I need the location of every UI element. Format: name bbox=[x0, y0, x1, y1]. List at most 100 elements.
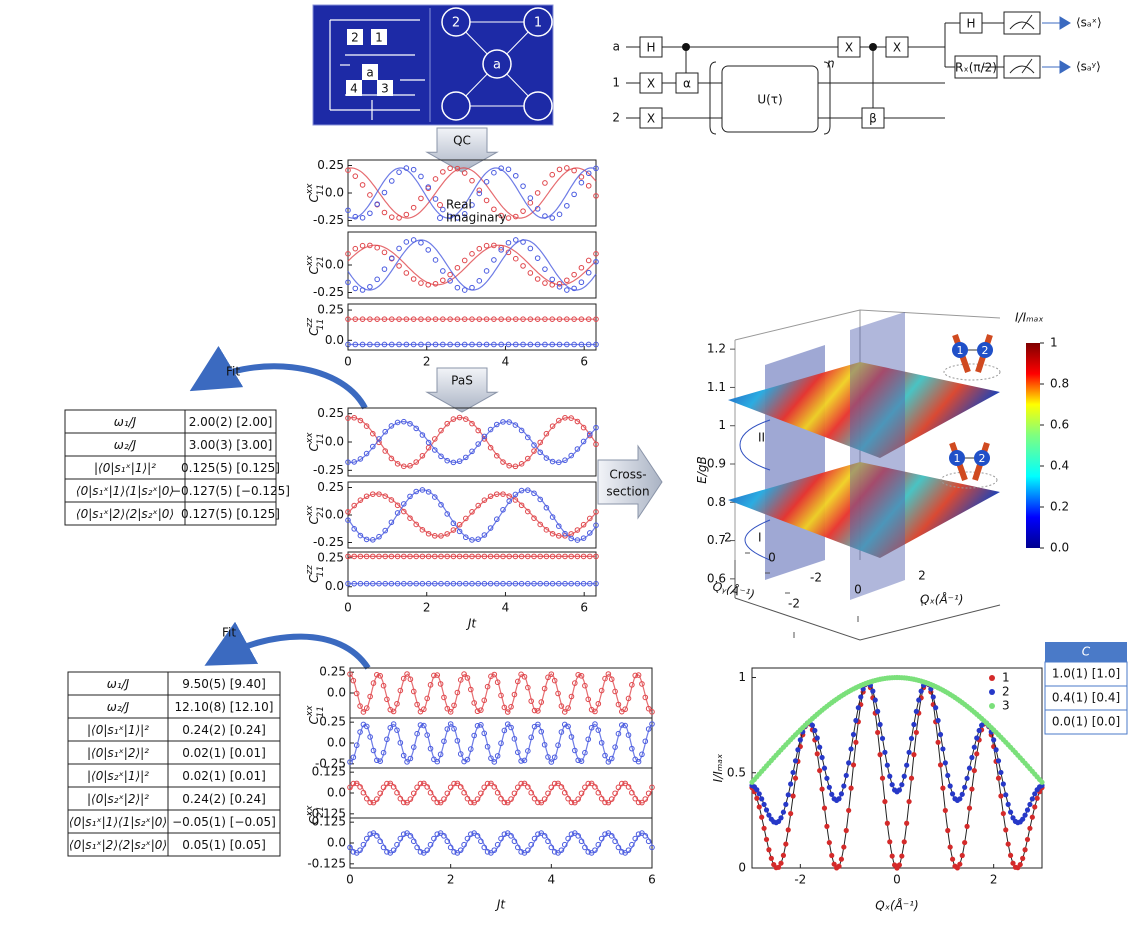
data-point bbox=[478, 838, 484, 845]
data-point bbox=[345, 517, 351, 523]
data-point bbox=[345, 167, 351, 173]
data-point bbox=[957, 861, 963, 867]
data-point bbox=[543, 527, 550, 533]
x-tick-label: 2 bbox=[990, 873, 998, 887]
y-tick-label: 0.0 bbox=[325, 579, 344, 593]
data-point bbox=[494, 580, 500, 587]
data-point bbox=[598, 835, 605, 842]
data-point bbox=[491, 847, 498, 853]
data-point bbox=[377, 838, 384, 845]
data-point bbox=[388, 341, 395, 348]
data-point bbox=[537, 449, 544, 456]
data-point bbox=[592, 721, 598, 727]
legend-marker bbox=[989, 675, 995, 681]
fit-curve bbox=[347, 167, 597, 219]
data-point bbox=[481, 784, 488, 791]
data-point bbox=[858, 694, 864, 700]
data-point bbox=[901, 839, 907, 845]
data-point bbox=[468, 831, 474, 837]
data-point bbox=[414, 701, 420, 708]
data-point bbox=[504, 799, 511, 806]
data-point bbox=[498, 795, 504, 802]
data-point bbox=[461, 316, 468, 322]
data-point bbox=[440, 316, 446, 322]
gate-x-label: X bbox=[647, 112, 655, 126]
axis-label-text: Cxx21 bbox=[305, 805, 326, 825]
data-point bbox=[578, 179, 585, 186]
data-point bbox=[940, 785, 946, 791]
data-point bbox=[444, 531, 451, 537]
data-point bbox=[884, 820, 890, 826]
data-point bbox=[543, 553, 550, 560]
data-point bbox=[872, 697, 878, 703]
data-point bbox=[461, 671, 467, 677]
y-tick-label: 0.0 bbox=[325, 435, 344, 449]
qubit-label: a bbox=[613, 40, 620, 54]
axis-label: Cxx21 bbox=[305, 505, 326, 525]
data-point bbox=[1017, 861, 1023, 868]
table-text: |⟨0|s₁ˣ|1⟩|² bbox=[87, 723, 149, 737]
data-point bbox=[475, 536, 482, 542]
data-point bbox=[469, 448, 475, 455]
data-point bbox=[494, 516, 500, 523]
data-point bbox=[407, 676, 414, 682]
data-point bbox=[388, 580, 395, 587]
gate-rx-label: Rₓ(π/2) bbox=[955, 61, 997, 75]
data-point bbox=[916, 697, 922, 703]
data-point bbox=[995, 775, 1002, 781]
data-point bbox=[376, 436, 382, 442]
data-point bbox=[508, 796, 514, 802]
data-point bbox=[565, 723, 571, 730]
spin-label: 2 bbox=[982, 344, 989, 357]
data-point bbox=[438, 453, 444, 460]
label-sup: zz bbox=[305, 318, 315, 329]
data-point bbox=[427, 682, 434, 688]
x-tick-label: 0 bbox=[344, 355, 352, 369]
data-point bbox=[580, 424, 587, 431]
data-point bbox=[488, 850, 494, 856]
data-point bbox=[469, 537, 475, 543]
data-point bbox=[457, 751, 464, 757]
data-point bbox=[1027, 801, 1033, 808]
data-point bbox=[568, 693, 575, 700]
data-point bbox=[754, 795, 760, 801]
data-point bbox=[380, 784, 387, 791]
colorbar-tick-label: 1 bbox=[1050, 336, 1058, 350]
data-point bbox=[632, 795, 639, 802]
node-label: 2 bbox=[452, 16, 460, 31]
data-point bbox=[836, 863, 842, 869]
data-point bbox=[593, 441, 599, 448]
legend-label: 3 bbox=[1002, 699, 1010, 713]
data-point bbox=[469, 284, 475, 291]
data-point bbox=[585, 269, 592, 276]
plot-frame bbox=[347, 303, 597, 351]
data-point bbox=[518, 849, 524, 855]
data-point bbox=[432, 280, 439, 287]
chip-panel bbox=[312, 4, 554, 126]
data-point bbox=[491, 671, 498, 678]
data-point bbox=[542, 341, 548, 348]
data-point bbox=[400, 831, 407, 837]
data-point bbox=[390, 847, 397, 853]
y-tick-label: 0.25 bbox=[319, 715, 346, 729]
data-point bbox=[1005, 801, 1011, 807]
label-sup: xx bbox=[305, 805, 315, 817]
output-arrow bbox=[1042, 60, 1071, 74]
data-point bbox=[568, 415, 575, 421]
data-point bbox=[612, 790, 618, 797]
data-point bbox=[363, 705, 370, 711]
data-point bbox=[622, 722, 628, 729]
model-curve bbox=[751, 682, 1043, 824]
data-point bbox=[572, 799, 578, 806]
y-tick-label: -0.25 bbox=[313, 463, 344, 477]
data-point bbox=[542, 316, 548, 322]
gate-x-label: X bbox=[845, 41, 853, 55]
data-point bbox=[481, 697, 488, 704]
data-point bbox=[424, 695, 430, 702]
table-text: ω₁/J bbox=[107, 677, 130, 691]
data-point bbox=[587, 553, 593, 560]
data-point bbox=[645, 726, 652, 732]
data-point bbox=[549, 281, 556, 288]
data-point bbox=[841, 783, 847, 789]
y-tick-label: -0.25 bbox=[313, 213, 344, 227]
